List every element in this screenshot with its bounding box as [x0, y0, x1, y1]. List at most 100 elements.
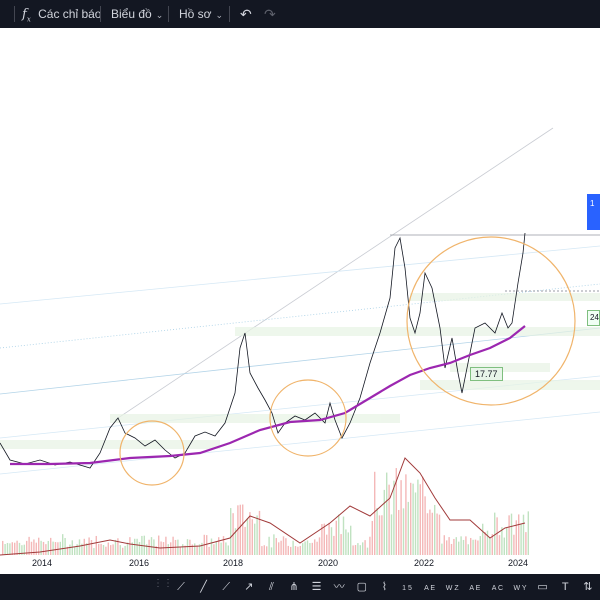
volume-bar — [306, 540, 309, 555]
volume-bar — [448, 537, 450, 555]
volume-bar — [309, 543, 311, 555]
fib-retracement-icon[interactable]: ☰ — [311, 581, 322, 593]
volume-bar — [251, 519, 253, 555]
chevron-down-icon: ⌄ — [155, 10, 164, 20]
pattern-wz-icon[interactable]: W Z — [443, 578, 461, 596]
volume-bar — [479, 536, 481, 555]
path-icon[interactable]: ⌇ — [381, 581, 388, 593]
brush-icon[interactable]: 〰 — [333, 581, 345, 593]
volume-bar — [35, 542, 37, 555]
undo-button[interactable]: ↶ — [240, 0, 252, 28]
volume-bar — [314, 539, 316, 555]
rectangle-icon[interactable]: ▢ — [356, 581, 367, 593]
volume-bar — [90, 540, 93, 555]
volume-bar — [275, 538, 277, 555]
indicators-button[interactable]: fx Các chỉ báo — [22, 0, 101, 28]
extended-line-icon[interactable]: ⟋ — [222, 581, 231, 593]
volume-bar — [501, 527, 503, 555]
volume-bar — [206, 535, 208, 555]
volume-bar — [69, 544, 71, 555]
x-tick-label: 2020 — [317, 558, 339, 568]
volume-bar — [386, 472, 388, 555]
volume-bar — [263, 545, 265, 555]
volume-bar — [4, 543, 6, 555]
volume-bar — [23, 544, 25, 555]
volume-bar — [438, 514, 441, 555]
pitchfork-icon[interactable]: ⋔ — [289, 581, 299, 593]
profile-menu-button[interactable]: Hồ sơ ⌄ — [179, 0, 223, 28]
ray-icon[interactable]: ╱ — [200, 581, 207, 593]
volume-bar — [134, 538, 136, 555]
volume-bar — [270, 547, 273, 555]
comment-icon[interactable]: ▭ — [537, 581, 548, 593]
volume-bar — [280, 540, 282, 555]
pattern-ac-icon[interactable]: A C — [488, 578, 506, 596]
volume-bar — [102, 545, 105, 555]
volume-bar — [179, 547, 181, 555]
volume-bar — [266, 546, 268, 555]
volume-bar — [434, 504, 436, 555]
x-tick-label: 2018 — [222, 558, 244, 568]
text-icon[interactable]: T — [556, 578, 574, 596]
volume-bar — [486, 530, 489, 555]
volume-bar — [88, 537, 90, 555]
volume-bar — [155, 546, 157, 555]
volume-bar — [311, 542, 313, 555]
chart-menu-button[interactable]: Biểu đồ ⌄ — [111, 0, 163, 28]
volume-bar — [422, 476, 424, 555]
volume-bar — [494, 512, 496, 555]
volume-bar — [136, 538, 138, 555]
pattern-ae-icon[interactable]: A E — [421, 578, 439, 596]
volume-bar — [326, 534, 328, 555]
volume-bar — [208, 546, 210, 555]
volume-bar — [83, 538, 85, 555]
volume-bar — [57, 542, 59, 555]
price-scale-tag: 1 — [587, 194, 600, 230]
volume-bar — [16, 540, 18, 555]
volume-bar — [316, 541, 318, 555]
volume-bar — [330, 527, 333, 555]
tool-label: W Z — [445, 585, 459, 592]
trend-line-icon[interactable]: ⟋ — [177, 581, 185, 593]
drag-handle-icon[interactable]: ⋮⋮ — [153, 578, 173, 589]
volume-bar — [513, 534, 515, 555]
volume-bar — [254, 523, 256, 555]
volume-bar — [86, 543, 88, 555]
volume-bar — [122, 547, 124, 555]
volume-bar — [419, 484, 421, 555]
volume-bar — [6, 542, 9, 555]
long-position-icon[interactable]: ⇅ — [583, 581, 593, 593]
volume-bar — [407, 501, 409, 555]
volume-bar — [342, 516, 345, 555]
volume-bar — [335, 520, 337, 555]
volume-bar — [302, 543, 304, 555]
volume-bar — [117, 538, 119, 555]
pattern-ae2-icon[interactable]: A E — [466, 578, 484, 596]
volume-bar — [340, 534, 342, 555]
highlight-circles — [119, 236, 576, 486]
pattern-15-icon[interactable]: 1 5 — [398, 578, 416, 596]
volume-bar — [244, 526, 246, 555]
redo-button[interactable]: ↷ — [264, 0, 276, 28]
volume-bar — [453, 538, 455, 555]
volume-bar — [446, 540, 448, 555]
parallel-channel-icon[interactable]: ⫽ — [268, 581, 274, 593]
volume-bar — [146, 544, 148, 555]
time-axis[interactable]: 2014 2016 2018 2020 2022 2024 — [0, 556, 600, 574]
volume-bar — [268, 536, 270, 555]
volume-bar — [100, 543, 102, 555]
volume-bar — [170, 542, 172, 555]
info-line-icon[interactable]: ↗ — [244, 581, 254, 593]
volume-bar — [54, 542, 57, 555]
volume-bar — [138, 542, 141, 555]
volume-bar — [465, 536, 467, 555]
volume-bar — [369, 536, 371, 555]
price-chart[interactable] — [0, 28, 600, 574]
volume-bar — [107, 542, 109, 555]
volume-bar — [323, 523, 325, 555]
volume-bar — [28, 536, 30, 555]
volume-bar — [278, 542, 280, 555]
volume-bar — [455, 537, 457, 555]
pattern-wy-icon[interactable]: W Y — [511, 578, 529, 596]
volume-bar — [81, 543, 83, 555]
